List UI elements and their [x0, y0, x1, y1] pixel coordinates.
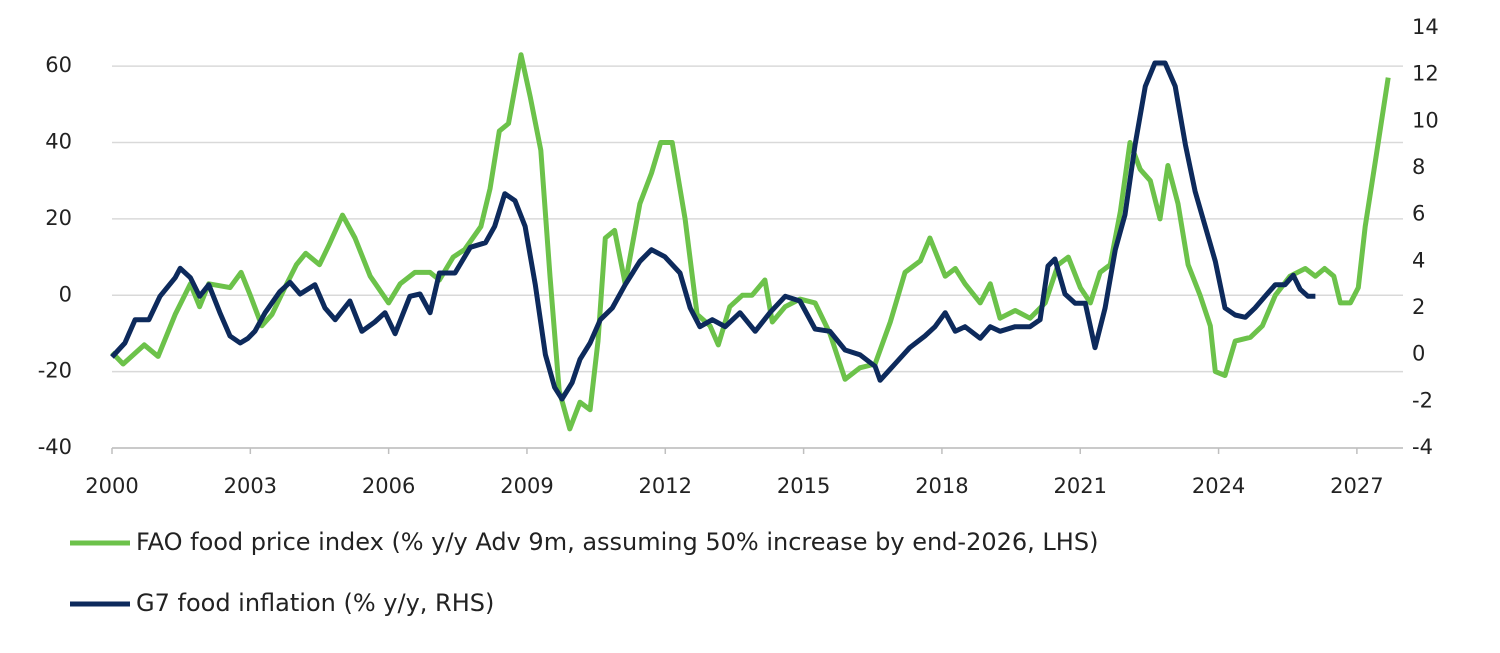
x-tick-label: 2006: [362, 474, 415, 498]
y2-tick-label: -4: [1412, 435, 1433, 459]
y-tick-label: -20: [38, 359, 72, 383]
y2-tick-label: -2: [1412, 388, 1433, 412]
y-tick-label: -40: [38, 435, 72, 459]
y2-tick-label: 4: [1412, 248, 1425, 272]
y2-tick-label: 14: [1412, 15, 1439, 39]
x-tick-label: 2015: [777, 474, 830, 498]
legend-label: G7 food inflation (% y/y, RHS): [136, 589, 494, 617]
y-tick-label: 0: [59, 282, 72, 306]
x-tick-label: 2000: [85, 474, 138, 498]
y2-tick-label: 2: [1412, 295, 1425, 319]
x-tick-label: 2027: [1330, 474, 1383, 498]
y-tick-label: 60: [45, 53, 72, 77]
y2-tick-label: 0: [1412, 342, 1425, 366]
x-tick-label: 2003: [224, 474, 277, 498]
y2-tick-label: 6: [1412, 202, 1425, 226]
series-line: [110, 52, 1391, 432]
series-line: [110, 60, 1316, 402]
y2-tick-label: 10: [1412, 108, 1439, 132]
y2-tick-label: 12: [1412, 62, 1439, 86]
x-tick-label: 2018: [915, 474, 968, 498]
legend-label: FAO food price index (% y/y Adv 9m, assu…: [136, 528, 1098, 556]
x-tick-label: 2024: [1192, 474, 1245, 498]
x-tick-label: 2009: [500, 474, 553, 498]
x-tick-label: 2021: [1054, 474, 1107, 498]
x-tick-label: 2012: [639, 474, 692, 498]
y2-tick-label: 8: [1412, 155, 1425, 179]
y-tick-label: 20: [45, 206, 72, 230]
y-tick-label: 40: [45, 130, 72, 154]
